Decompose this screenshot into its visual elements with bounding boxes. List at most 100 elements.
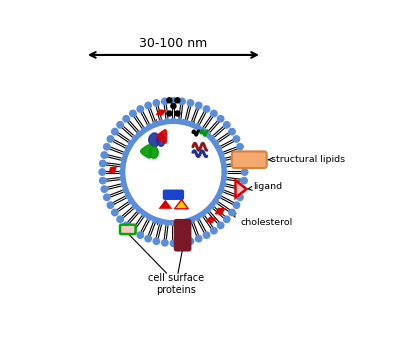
Circle shape [175,111,180,116]
Circle shape [101,152,108,158]
Circle shape [239,152,246,158]
Circle shape [145,102,151,109]
Circle shape [175,98,180,103]
Polygon shape [156,109,166,116]
Circle shape [215,145,221,152]
Circle shape [194,124,200,131]
Circle shape [132,135,139,142]
Polygon shape [108,166,117,174]
Circle shape [199,127,205,134]
Circle shape [100,160,106,167]
Circle shape [126,145,132,152]
Text: miRNA: miRNA [135,164,168,174]
Circle shape [188,122,194,128]
Circle shape [142,127,148,134]
Circle shape [237,144,243,150]
Circle shape [199,211,205,217]
FancyBboxPatch shape [174,219,192,251]
Circle shape [112,128,118,135]
Circle shape [101,186,108,192]
Circle shape [100,177,106,184]
Circle shape [129,198,135,204]
Circle shape [233,136,240,142]
Polygon shape [157,133,165,146]
Circle shape [208,202,214,209]
Circle shape [158,120,164,126]
FancyBboxPatch shape [232,152,267,168]
Circle shape [104,194,110,201]
Circle shape [132,202,139,209]
Circle shape [196,235,202,242]
Text: cholesterol: cholesterol [232,213,293,227]
Circle shape [170,240,177,247]
Circle shape [218,116,224,122]
Circle shape [98,96,249,248]
Circle shape [162,239,168,246]
Circle shape [164,219,170,225]
Circle shape [239,186,246,192]
Text: cell surface
proteins: cell surface proteins [148,273,204,295]
Circle shape [153,238,160,245]
Circle shape [203,106,210,112]
Circle shape [123,116,130,122]
Circle shape [99,169,106,175]
Circle shape [126,125,221,220]
Circle shape [221,169,227,175]
Circle shape [211,227,217,234]
Circle shape [237,194,243,201]
Polygon shape [157,130,166,143]
Circle shape [176,219,183,225]
Text: mRNA: mRNA [186,158,216,168]
Circle shape [196,102,202,109]
Circle shape [220,163,227,169]
Polygon shape [174,200,188,209]
Circle shape [204,131,210,138]
Circle shape [126,192,132,199]
Text: bioactive
compounds: bioactive compounds [148,119,201,139]
Polygon shape [149,133,159,147]
Text: 30-100 nm: 30-100 nm [139,37,208,50]
Polygon shape [236,180,246,198]
Circle shape [224,216,230,223]
Circle shape [104,144,110,150]
Circle shape [123,151,129,157]
Circle shape [218,222,224,228]
Circle shape [224,122,230,128]
Circle shape [137,207,143,213]
Circle shape [107,202,114,208]
Circle shape [112,209,118,216]
Circle shape [130,110,136,117]
Polygon shape [158,200,172,209]
Circle shape [182,120,189,126]
Circle shape [170,220,177,226]
Circle shape [187,100,194,106]
Circle shape [229,209,235,216]
Circle shape [120,163,126,169]
Circle shape [218,151,224,157]
Circle shape [145,235,151,242]
Circle shape [188,216,194,223]
Circle shape [219,181,226,187]
Circle shape [107,136,114,142]
Circle shape [242,169,248,175]
Circle shape [167,111,172,116]
Circle shape [120,175,126,181]
Circle shape [219,157,226,163]
Circle shape [182,218,189,224]
Circle shape [147,124,153,131]
Circle shape [142,211,148,217]
Circle shape [152,216,159,223]
Circle shape [203,232,210,238]
Text: structural lipids: structural lipids [268,155,345,164]
Text: ligand: ligand [247,182,282,191]
Circle shape [147,214,153,220]
Polygon shape [150,147,158,158]
Circle shape [121,157,128,163]
Circle shape [123,222,130,228]
Circle shape [112,111,234,233]
Circle shape [120,169,126,175]
Polygon shape [214,208,226,215]
Circle shape [117,122,123,128]
Circle shape [233,202,240,208]
Circle shape [153,100,160,106]
